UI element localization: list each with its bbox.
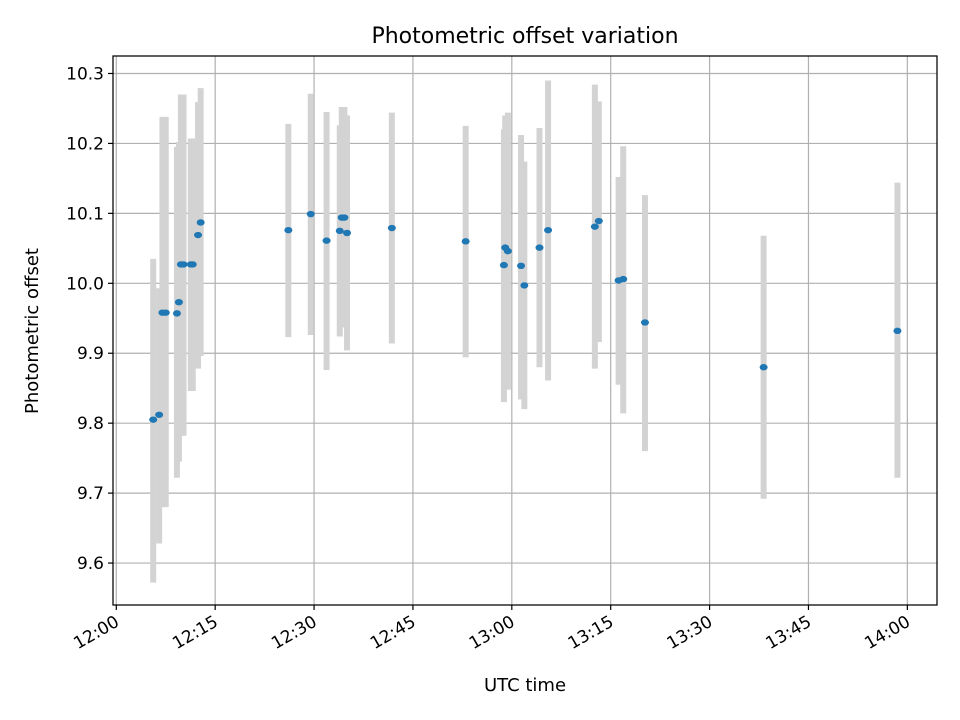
data-point	[520, 282, 529, 289]
data-point	[499, 261, 508, 269]
data-point	[619, 275, 628, 283]
data-point	[155, 411, 164, 418]
data-point	[535, 244, 544, 251]
y-tick-label: 10.3	[66, 64, 104, 84]
y-tick-label: 9.8	[77, 414, 104, 434]
data-point	[179, 261, 188, 268]
y-tick-label: 10.1	[66, 204, 104, 224]
chart-title: Photometric offset variation	[371, 24, 678, 49]
data-point	[343, 229, 352, 237]
data-point	[594, 217, 603, 225]
y-tick-label: 9.6	[77, 554, 104, 574]
data-point	[322, 237, 331, 244]
data-point	[161, 309, 170, 316]
data-point	[172, 310, 181, 317]
data-point	[340, 214, 349, 221]
x-axis-label: UTC time	[484, 675, 566, 696]
y-axis-ticks: 9.6 9.7 9.8 9.9 10.0 10.1 10.2 10.3	[66, 64, 113, 574]
y-tick-label: 9.7	[77, 484, 104, 504]
plot-frame	[112, 55, 938, 606]
data-point	[196, 219, 205, 226]
data-point	[306, 210, 315, 218]
data-point	[174, 298, 183, 306]
data-point	[284, 226, 293, 234]
data-point	[188, 261, 197, 268]
data-point	[590, 223, 599, 230]
y-tick-label: 9.9	[77, 344, 104, 364]
data-point	[387, 224, 396, 232]
data-point	[335, 227, 344, 235]
data-point	[517, 262, 526, 270]
data-point	[640, 319, 649, 326]
data-point	[503, 247, 512, 255]
data-point	[461, 238, 470, 245]
data-point	[194, 231, 203, 239]
data-point	[893, 327, 902, 335]
y-tick-label: 10.2	[66, 134, 104, 154]
data-point	[544, 226, 553, 234]
y-tick-label: 10.0	[66, 274, 104, 294]
data-point	[149, 416, 158, 423]
data-point	[759, 364, 768, 371]
y-axis-label: Photometric offset	[22, 248, 43, 414]
point-layer	[149, 210, 902, 423]
